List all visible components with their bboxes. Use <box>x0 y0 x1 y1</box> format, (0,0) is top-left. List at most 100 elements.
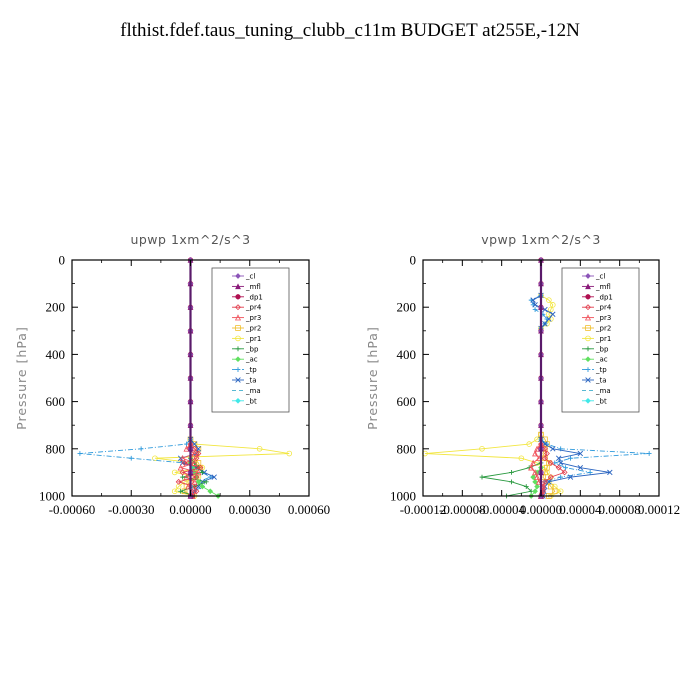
legend-label: _bp <box>245 345 259 353</box>
legend-swatch-marker <box>235 273 241 279</box>
y-tick-label: 800 <box>46 441 66 456</box>
legend-entry: _mfl <box>582 283 611 291</box>
legend-entry: _ac <box>232 356 258 364</box>
legend-label: _pr2 <box>595 325 611 333</box>
data-point <box>195 469 202 476</box>
y-tick-label: 800 <box>397 441 417 456</box>
data-point <box>191 483 198 490</box>
x-tick-label: 0.00060 <box>288 502 330 517</box>
data-point <box>195 483 202 490</box>
x-tick-label: 0.00004 <box>559 502 602 517</box>
data-point <box>541 478 548 485</box>
legend-label: _pr1 <box>595 335 611 343</box>
data-point <box>195 450 202 457</box>
data-point <box>191 459 198 466</box>
legend-entry: _bt <box>232 397 257 405</box>
legend: _cl _mfl _dp1 _pr4 _pr3 _pr2 _pr1 _bp _ac _tp _ta _… <box>561 267 640 413</box>
data-point <box>532 488 538 495</box>
data-point <box>542 321 548 327</box>
legend-swatch-marker <box>585 335 591 342</box>
legend-entry: _pr1 <box>582 335 611 343</box>
x-tick-label: 0.00008 <box>599 502 641 517</box>
legend-swatch-marker <box>585 397 591 404</box>
legend-entry: _bp <box>232 345 259 353</box>
legend-label: _pr3 <box>595 314 611 322</box>
data-point <box>543 450 550 457</box>
legend-swatch-marker <box>235 397 241 404</box>
data-point <box>180 474 185 480</box>
legend-swatch-marker <box>235 367 241 372</box>
legend-box <box>561 267 640 413</box>
data-point <box>547 459 554 466</box>
legend-swatch-marker <box>585 325 591 331</box>
legend-label: _pr4 <box>245 304 262 312</box>
data-point <box>534 473 541 480</box>
legend-swatch-marker <box>585 346 591 352</box>
series-line <box>481 462 542 497</box>
legend-swatch-marker <box>585 294 591 300</box>
data-point <box>191 478 198 485</box>
x-tick-label: -0.00004 <box>478 502 525 517</box>
legend-swatch-marker <box>585 377 591 383</box>
legend-swatch-marker <box>235 283 241 290</box>
data-point <box>509 479 514 485</box>
legend-swatch-marker <box>235 346 241 352</box>
data-point <box>256 445 263 452</box>
data-point <box>577 450 584 457</box>
data-point <box>518 455 525 462</box>
data-point <box>551 488 558 495</box>
legend-swatch-marker <box>235 356 241 363</box>
legend-label: _ac <box>245 356 258 364</box>
legend-label: _tp <box>595 366 607 374</box>
data-point <box>207 488 214 495</box>
legend-label: _ta <box>595 377 607 385</box>
data-point <box>191 450 198 457</box>
x-tick-label: 0.00012 <box>638 502 680 517</box>
data-point <box>286 450 293 457</box>
page-title: flthist.fdef.taus_tuning_clubb_c11m BUDG… <box>120 20 580 41</box>
x-tick-label: 0.00000 <box>520 502 562 517</box>
data-point <box>509 470 514 475</box>
legend-entry: _pr3 <box>582 314 611 322</box>
legend-entry: _pr3 <box>232 314 261 322</box>
legend-entry: _pr4 <box>582 304 612 312</box>
data-point <box>152 455 158 462</box>
data-point <box>479 474 485 480</box>
y-tick-label: 600 <box>46 394 66 409</box>
data-point <box>199 470 205 475</box>
legend-swatch-marker <box>235 325 241 331</box>
data-point <box>199 483 206 490</box>
data-point <box>183 473 190 480</box>
data-point <box>646 451 652 456</box>
data-point <box>177 464 184 471</box>
series-pr1 <box>152 436 293 499</box>
legend-label: _pr4 <box>595 304 612 312</box>
legend-entry: _dp1 <box>232 293 263 301</box>
data-point <box>528 464 535 471</box>
data-point <box>193 474 200 481</box>
data-point <box>563 465 568 471</box>
data-point <box>532 469 539 476</box>
legend-entry: _pr1 <box>232 335 261 343</box>
x-tick-label: -0.00030 <box>108 502 155 517</box>
x-tick-label: -0.00012 <box>400 502 447 517</box>
legend-label: _mfl <box>595 283 611 291</box>
data-point <box>175 478 182 485</box>
legend-label: _bt <box>595 397 607 405</box>
legend-swatch-marker <box>235 377 241 383</box>
legend-label: _tp <box>245 366 257 374</box>
data-point <box>550 311 556 317</box>
y-tick-label: 1000 <box>390 489 416 504</box>
legend-label: _pr3 <box>245 314 261 322</box>
data-point <box>534 483 540 490</box>
y-tick-label: 400 <box>397 347 417 362</box>
data-point <box>193 455 200 462</box>
data-point <box>577 464 584 471</box>
data-point <box>541 455 548 462</box>
data-point <box>532 307 538 312</box>
data-point <box>607 469 613 476</box>
legend-entry: _cl <box>582 273 605 281</box>
legend-swatch-marker <box>585 356 591 363</box>
legend-entry: _pr2 <box>232 325 261 333</box>
